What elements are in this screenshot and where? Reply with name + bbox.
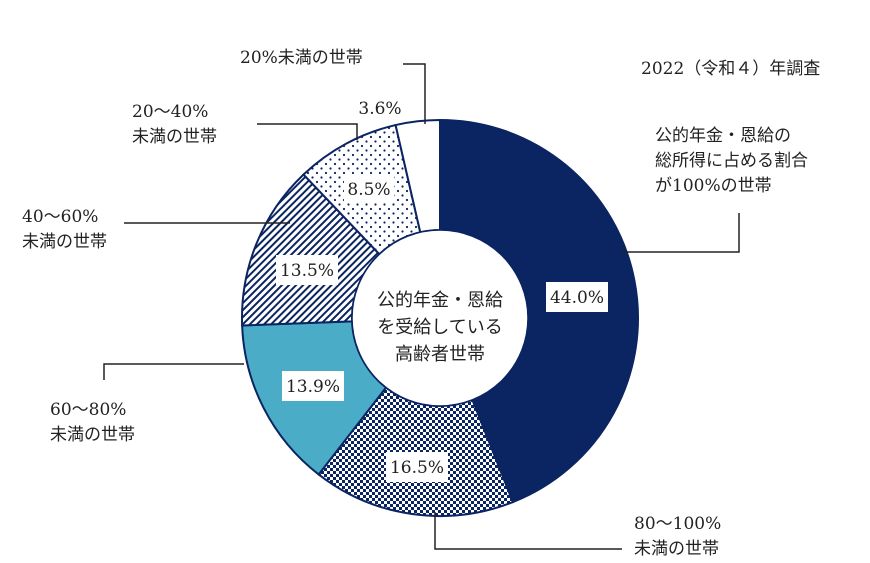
value-label-3-6: 3.6% bbox=[358, 99, 401, 119]
svg-text:13.9%: 13.9% bbox=[286, 377, 340, 397]
leader-line-60-80 bbox=[103, 363, 244, 380]
svg-text:16.5%: 16.5% bbox=[390, 458, 444, 478]
survey-year-label: 2022（令和４）年調査 bbox=[641, 59, 821, 79]
leader-lines bbox=[103, 63, 740, 550]
center-label-line-3: 高齢者世帯 bbox=[395, 344, 485, 365]
leader-line-80-100 bbox=[434, 512, 622, 550]
label-80-100: 80〜100% 未満の世帯 bbox=[634, 514, 722, 559]
svg-text:13.5%: 13.5% bbox=[280, 261, 334, 281]
label-under-20: 20%未満の世帯 bbox=[240, 48, 363, 68]
center-label-line-1: 公的年金・恩給 bbox=[377, 290, 503, 311]
value-label-44: 44.0% bbox=[546, 282, 608, 312]
leader-line-under-20 bbox=[403, 63, 426, 124]
leader-line-20-40 bbox=[257, 123, 358, 140]
value-label-8-5: 8.5% bbox=[344, 176, 394, 202]
svg-text:44.0%: 44.0% bbox=[550, 288, 604, 308]
donut-hole bbox=[351, 229, 529, 407]
leader-line-100 bbox=[622, 213, 740, 253]
label-20-40: 20〜40% 未満の世帯 bbox=[132, 102, 217, 147]
value-label-13-5: 13.5% bbox=[276, 255, 338, 285]
label-60-80: 60〜80% 未満の世帯 bbox=[50, 400, 135, 445]
center-label-line-2: を受給している bbox=[377, 317, 502, 338]
value-label-16-5: 16.5% bbox=[386, 452, 448, 482]
svg-text:8.5%: 8.5% bbox=[347, 180, 390, 200]
label-100: 公的年金・恩給の 総所得に占める割合 が100%の世帯 bbox=[655, 126, 808, 196]
label-40-60: 40〜60% 未満の世帯 bbox=[22, 207, 107, 252]
value-label-13-9: 13.9% bbox=[282, 371, 344, 401]
